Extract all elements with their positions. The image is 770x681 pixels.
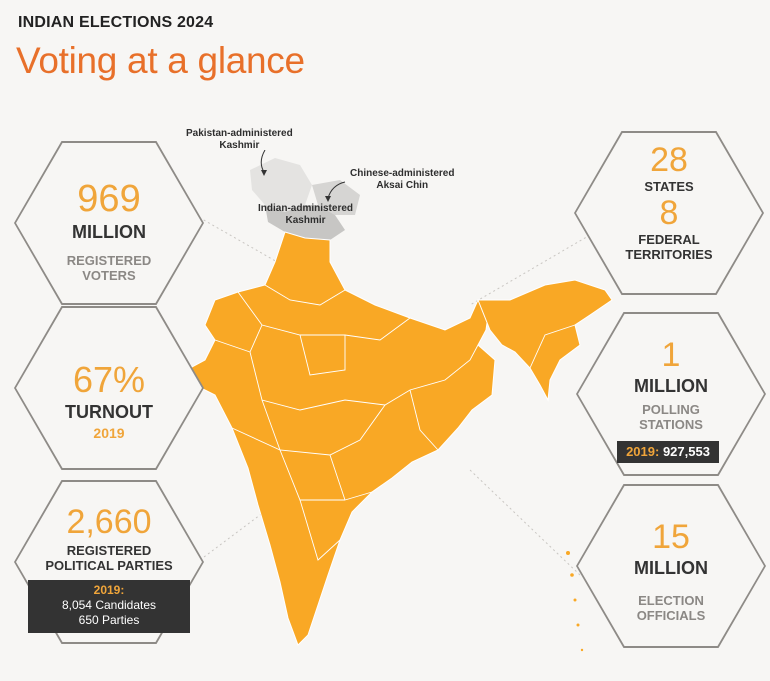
territories-label-1: FEDERAL	[638, 232, 700, 247]
turnout-unit: TURNOUT	[65, 402, 153, 422]
india-map	[181, 150, 613, 652]
polling-label-2: STATIONS	[639, 417, 703, 432]
polling-2019-band: 2019: 927,553	[617, 441, 719, 463]
parties-band-line-1: 8,054 Candidates	[61, 598, 157, 612]
territories-number: 8	[659, 194, 679, 232]
stat-polling-stations: 1 MILLION POLLING STATIONS	[576, 338, 766, 432]
map-label-pakistan-kashmir: Pakistan-administered Kashmir	[186, 128, 293, 151]
polling-band-value: 927,553	[662, 444, 710, 459]
turnout-number: 67%	[72, 359, 146, 400]
parties-label-2: POLITICAL PARTIES	[45, 558, 173, 573]
voters-unit: MILLION	[72, 222, 146, 242]
hex-turnout	[14, 306, 204, 470]
stat-registered-voters: 969 MILLION REGISTERED VOTERS	[14, 180, 204, 283]
officials-unit: MILLION	[634, 558, 708, 578]
parties-number: 2,660	[66, 503, 152, 541]
parties-band-line-2: 650 Parties	[78, 613, 140, 627]
officials-number: 15	[652, 518, 690, 556]
hex-states	[574, 131, 764, 295]
map-label-indian-kashmir: Indian-administered Kashmir	[258, 203, 354, 226]
parties-2019-band: 2019: 8,054 Candidates 650 Parties	[28, 580, 190, 633]
states-unit: STATES	[644, 179, 694, 194]
parties-band-year: 2019:	[93, 583, 125, 597]
aksai-chin-region	[312, 180, 360, 215]
polling-band-year: 2019:	[626, 444, 660, 459]
indian-kashmir-region	[265, 205, 345, 240]
states-number: 28	[650, 141, 688, 179]
polling-label-1: POLLING	[642, 402, 700, 417]
polling-number: 1	[661, 336, 681, 374]
officials-label-2: OFFICIALS	[636, 608, 706, 623]
voters-label-2: VOTERS	[82, 268, 136, 283]
voters-number: 969	[77, 178, 141, 220]
stat-political-parties: 2,660 REGISTERED POLITICAL PARTIES	[14, 505, 204, 573]
india-northeast	[477, 279, 613, 402]
map-label-aksai-chin: Chinese-administered Aksai Chin	[350, 168, 455, 191]
hex-election-officials	[576, 484, 766, 648]
parties-label-1: REGISTERED	[66, 543, 152, 558]
officials-label-1: ELECTION	[638, 593, 704, 608]
stat-turnout: 67% TURNOUT 2019	[14, 359, 204, 442]
stat-election-officials: 15 MILLION ELECTION OFFICIALS	[576, 520, 766, 623]
kicker: INDIAN ELECTIONS 2024	[18, 14, 214, 31]
stat-states: 28 STATES 8 FEDERAL TERRITORIES	[574, 143, 764, 262]
territories-label-2: TERRITORIES	[625, 247, 713, 262]
page-title: Voting at a glance	[16, 40, 305, 81]
turnout-year: 2019	[93, 425, 125, 441]
voters-label-1: REGISTERED	[66, 253, 152, 268]
polling-unit: MILLION	[634, 376, 708, 396]
